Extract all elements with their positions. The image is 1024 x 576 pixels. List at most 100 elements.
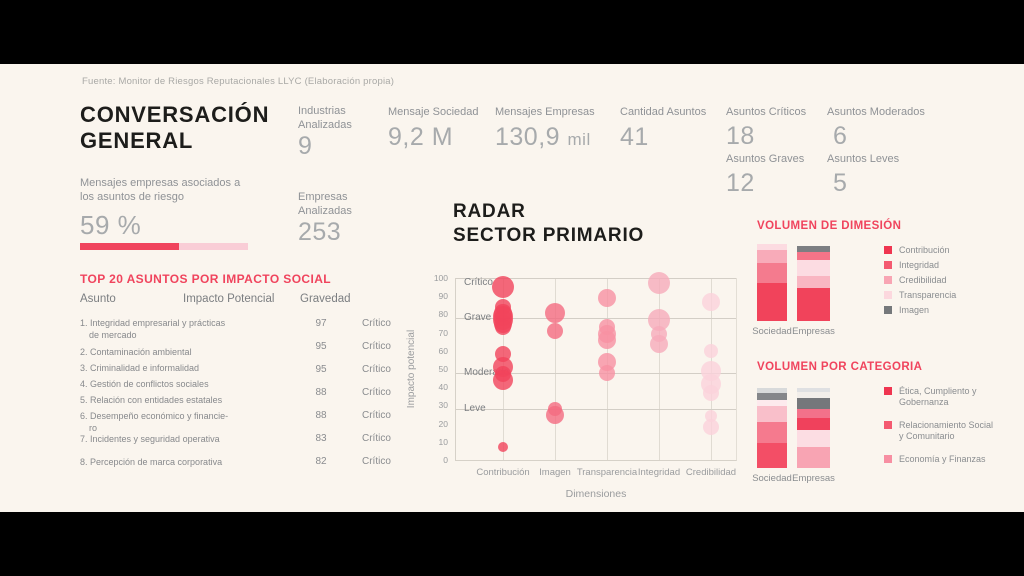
data-bubble-contribución [493, 369, 513, 390]
severity-label: Leve [464, 403, 486, 415]
bar-segment [797, 398, 830, 409]
x-tick-label: Transparencia [576, 467, 638, 478]
data-bubble-transparencia [598, 289, 616, 308]
legend-label: Contribución [899, 245, 950, 255]
bar-segment [797, 288, 830, 321]
top20-col-gravedad: Gravedad [300, 293, 351, 305]
y-tick-label: 60 [438, 345, 448, 356]
radar-title-line1: RADAR [453, 201, 526, 222]
top20-asunto: 4. Gestión de conflictos sociales [80, 379, 209, 389]
data-bubble-integridad [650, 334, 668, 353]
data-bubble-transparencia [598, 330, 616, 349]
categoria-legend: Ética, Cumpliento y Gobernanza Relacionam… [884, 386, 993, 477]
bar-segment [757, 406, 787, 423]
kpi-mensajes-empresas-suffix: mil [567, 130, 591, 149]
severity-gridline [456, 409, 736, 411]
radar-title-line2: SECTOR PRIMARIO [453, 225, 645, 246]
severity-gridline [456, 372, 736, 374]
top20-gravedad-value: Crítico [362, 341, 391, 352]
severity-label: Moderado [464, 366, 510, 378]
legend-swatch [884, 276, 892, 284]
data-bubble-imagen [547, 322, 563, 339]
y-tick-label: 100 [433, 273, 448, 283]
progress-label: Mensajes empresas asociados a los asunto… [80, 177, 241, 203]
legend-label: Imagen [899, 305, 930, 315]
bar-segment [797, 430, 830, 448]
legend-item: Imagen [884, 305, 956, 316]
kpi-empresas-value: 253 [298, 218, 342, 246]
stacked-bar-empresas [797, 388, 830, 468]
kpi-asuntos-graves-value: 12 [726, 169, 755, 197]
legend-label: Credibilidad [899, 275, 947, 285]
y-tick-label: 70 [438, 327, 448, 338]
top20-gravedad-value: Crítico [362, 433, 391, 444]
legend-swatch [884, 261, 892, 269]
kpi-mensajes-empresas-label: Mensajes Empresas [495, 106, 595, 118]
kpi-asuntos-leves-value: 5 [833, 169, 848, 197]
top20-asunto: 5. Relación con entidades estatales [80, 395, 223, 405]
data-bubble-contribución [498, 442, 508, 453]
y-tick-label: 90 [438, 291, 448, 302]
kpi-asuntos-graves-label: Asuntos Graves [726, 153, 805, 165]
top20-gravedad-value: Crítico [362, 456, 391, 467]
bar-segment [757, 400, 787, 407]
data-bubble-imagen [546, 405, 564, 424]
kpi-mensajes-empresas-number: 130,9 [495, 123, 561, 151]
legend-swatch [884, 306, 892, 314]
stacked-bar-sociedad [757, 244, 787, 321]
bar-segment [797, 408, 830, 418]
y-tick-label: 10 [438, 436, 448, 447]
legend-label: Transparencia [899, 290, 957, 300]
legend-swatch [884, 387, 892, 395]
top20-asunto: 7. Incidentes y seguridad operativa [80, 434, 220, 444]
data-bubble-integridad [648, 272, 670, 295]
kpi-asuntos-criticos-label: Asuntos Críticos [726, 106, 807, 118]
bar-segment [797, 392, 830, 399]
progress-bar-fill [80, 243, 180, 250]
page-title-line1: CONVERSACIÓN [80, 102, 270, 127]
data-bubble-credibilidad [702, 292, 720, 311]
bar-segment [757, 250, 787, 264]
top20-title: TOP 20 ASUNTOS POR IMPACTO SOCIAL [80, 272, 332, 286]
kpi-cantidad-asuntos-label: Cantidad Asuntos [620, 106, 707, 118]
bar-segment [757, 244, 787, 251]
kpi-asuntos-moderados-value: 6 [833, 122, 848, 150]
top20-impacto-value: 88 [315, 387, 327, 398]
legend-label: Integridad [899, 260, 940, 270]
legend-label: Relacionamiento Social y Comunitario [899, 420, 994, 441]
dimension-legend: Contribución Integridad Credibilidad Transp… [884, 245, 956, 320]
top20-asunto: 8. Percepción de marca corporativa [80, 457, 223, 467]
severity-gridline [456, 318, 736, 320]
y-tick-label: 20 [438, 418, 448, 429]
y-axis-label: Impacto potencial [406, 329, 417, 409]
bar-segment [797, 252, 830, 261]
top20-impacto-value: 97 [315, 318, 327, 329]
progress-bar [80, 243, 248, 250]
bar-segment [797, 447, 830, 468]
data-bubble-contribución [492, 276, 514, 299]
data-bubble-contribución [495, 319, 511, 336]
bar-segment [797, 246, 830, 252]
legend-swatch [884, 291, 892, 299]
volumen-dimension-title: VOLUMEN DE DIMESIÓN [757, 220, 902, 232]
top20-gravedad-value: Crítico [362, 387, 391, 398]
bar-category-label: Sociedad [752, 473, 792, 484]
grid-vline [659, 278, 660, 460]
kpi-cantidad-asuntos-value: 41 [620, 123, 649, 151]
bar-category-label: Sociedad [752, 326, 792, 337]
stacked-bar-sociedad [757, 388, 787, 468]
progress-value: 59 % [80, 210, 142, 240]
legend-item: Credibilidad [884, 275, 956, 286]
data-bubble-credibilidad [704, 343, 718, 358]
bar-segment [797, 260, 830, 276]
kpi-industrias-label: Industrias Analizadas [298, 105, 352, 131]
top20-col-asunto: Asunto [80, 293, 116, 305]
top20-asunto: 3. Criminalidad e informalidad [80, 363, 200, 373]
legend-item: Economía y Finanzas [884, 454, 993, 465]
top20-impacto-value: 95 [315, 341, 327, 352]
top20-impacto-value: 95 [315, 364, 327, 375]
top20-asunto: 1. Integridad empresarial y prácticas de… [80, 318, 226, 340]
severity-label: Grave [464, 312, 492, 324]
severity-gridline [456, 278, 736, 279]
